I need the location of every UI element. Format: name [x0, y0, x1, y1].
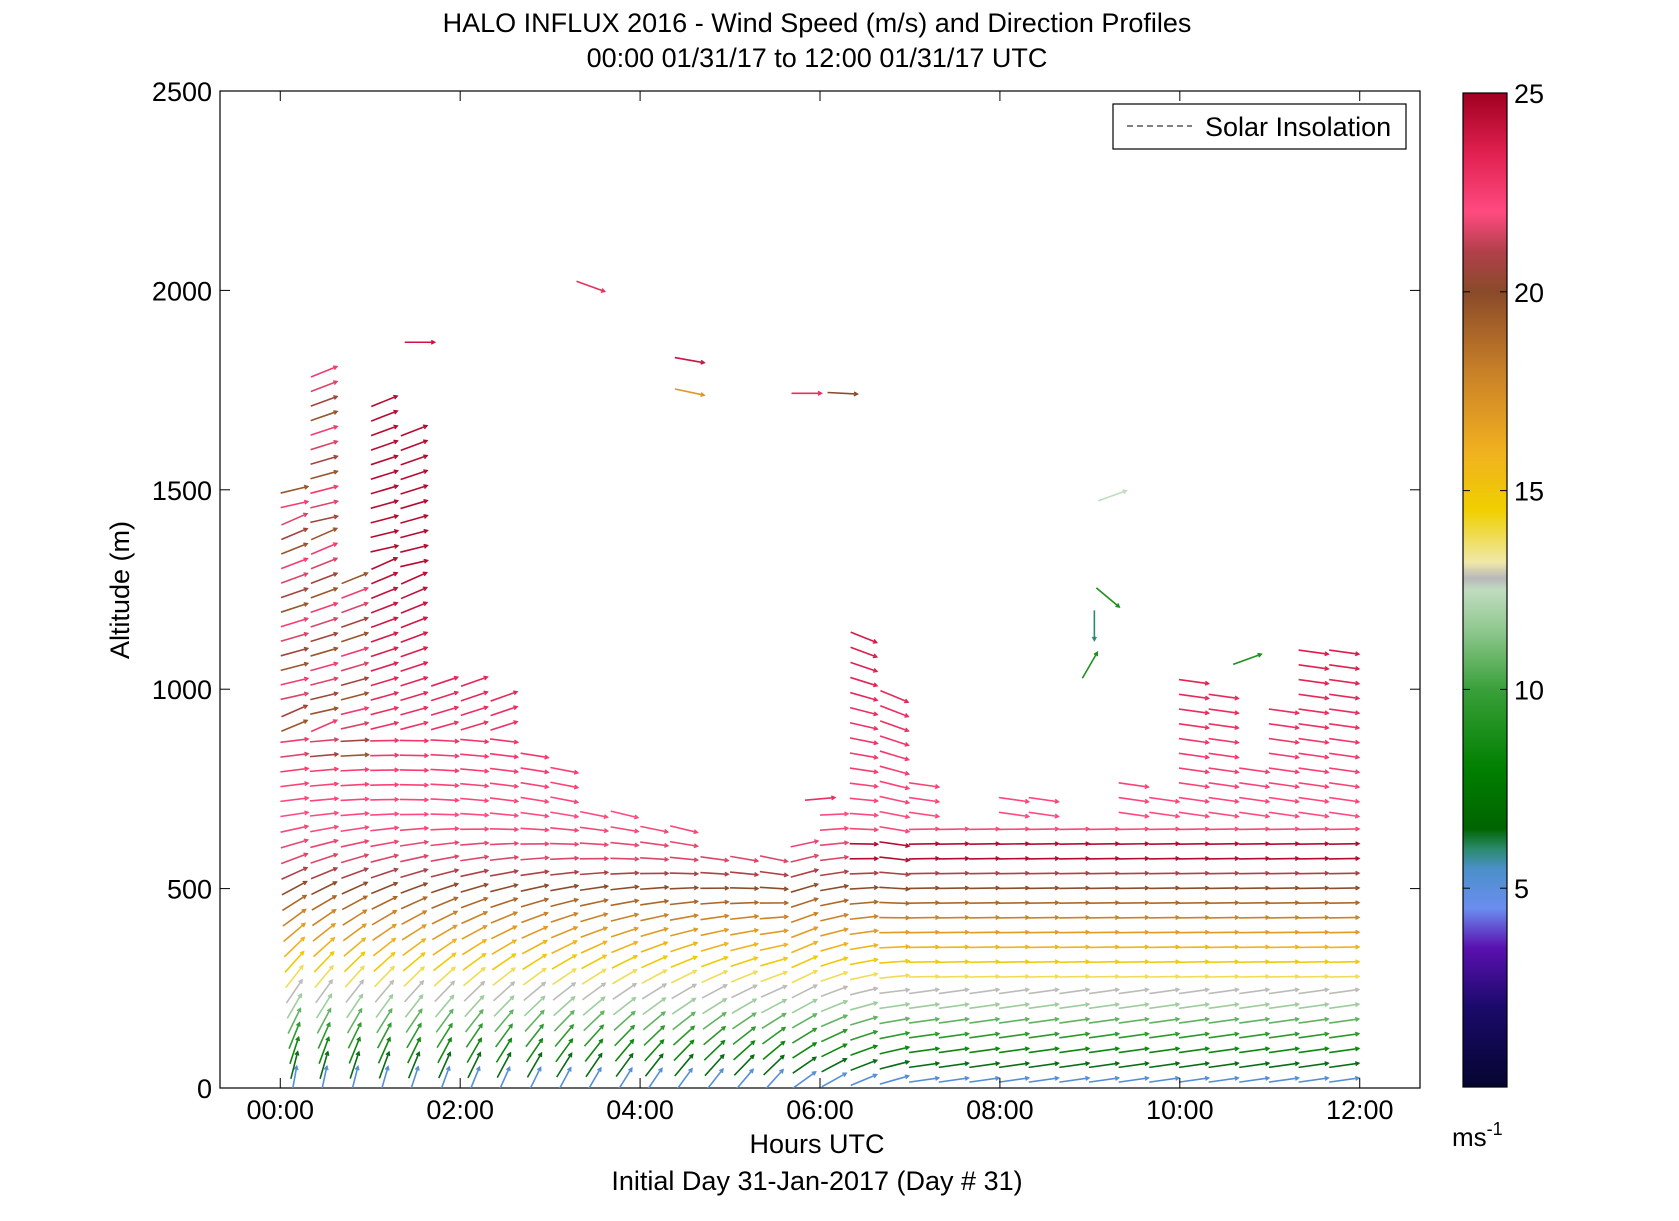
x-axis-subtitle: Initial Day 31-Jan-2017 (Day # 31) [611, 1166, 1022, 1196]
colorbar-tick-label: 10 [1514, 675, 1544, 705]
x-axis-title: Hours UTC [749, 1129, 884, 1159]
colorbar-tick-label: 25 [1514, 79, 1544, 109]
x-tick-label: 02:00 [426, 1095, 494, 1125]
colorbar-tick-label: 5 [1514, 874, 1529, 904]
plot-area [220, 91, 1420, 1088]
y-tick-label: 2500 [152, 77, 212, 107]
x-tick-label: 10:00 [1146, 1095, 1214, 1125]
chart-title: HALO INFLUX 2016 - Wind Speed (m/s) and … [443, 8, 1192, 38]
colorbar-ramp [1463, 93, 1507, 1087]
colorbar-tick-label: 15 [1514, 477, 1544, 507]
colorbar-unit: ms-1 [1452, 1119, 1503, 1152]
x-tick-label: 06:00 [786, 1095, 854, 1125]
x-tick-label: 04:00 [606, 1095, 674, 1125]
legend: Solar Insolation [1113, 104, 1406, 149]
y-tick-label: 1000 [152, 675, 212, 705]
colorbar: 5 10 15 20 25 ms-1 [1452, 79, 1544, 1152]
x-tick-label: 08:00 [966, 1095, 1034, 1125]
colorbar-tick-label: 20 [1514, 278, 1544, 308]
chart-subtitle: 00:00 01/31/17 to 12:00 01/31/17 UTC [587, 43, 1048, 73]
legend-entry: Solar Insolation [1205, 112, 1391, 142]
y-tick-label: 1500 [152, 476, 212, 506]
y-axis-title: Altitude (m) [105, 521, 135, 659]
y-tick-label: 0 [197, 1074, 212, 1104]
x-tick-label: 12:00 [1326, 1095, 1394, 1125]
x-tick-label: 00:00 [246, 1095, 314, 1125]
y-tick-label: 500 [167, 875, 212, 905]
y-tick-label: 2000 [152, 276, 212, 306]
